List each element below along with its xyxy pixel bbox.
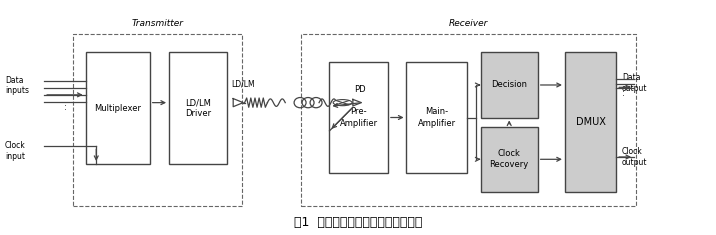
Bar [407, 62, 467, 173]
Text: PD: PD [354, 85, 366, 94]
Text: :: : [622, 89, 624, 98]
Bar [301, 34, 636, 206]
Text: Multiplexer: Multiplexer [94, 104, 141, 113]
Bar [329, 62, 388, 173]
Text: LD/LM
Driver: LD/LM Driver [185, 98, 211, 118]
Text: Data
inputs: Data inputs [5, 76, 29, 95]
Text: Transmitter: Transmitter [132, 19, 183, 28]
Bar [85, 52, 150, 164]
Bar [565, 52, 616, 192]
Text: 图1  光纤通信传输系统核心组成框图: 图1 光纤通信传输系统核心组成框图 [294, 216, 422, 229]
Bar [480, 52, 538, 118]
Text: Clock
input: Clock input [5, 141, 26, 161]
Text: :: : [64, 103, 67, 112]
Text: DMUX: DMUX [576, 117, 606, 127]
Text: Data
output: Data output [622, 73, 647, 93]
Text: Pre-
Amplifier: Pre- Amplifier [339, 107, 378, 128]
Text: Main-
Amplifier: Main- Amplifier [417, 107, 456, 128]
Circle shape [333, 100, 352, 106]
Bar [480, 127, 538, 192]
Text: Clock
Recovery: Clock Recovery [490, 149, 529, 169]
Text: Receiver: Receiver [449, 19, 488, 28]
Text: Clock
output: Clock output [622, 147, 647, 167]
Text: Decision: Decision [491, 81, 527, 90]
Bar [73, 34, 243, 206]
Text: LD/LM: LD/LM [231, 79, 255, 88]
Bar [169, 52, 228, 164]
